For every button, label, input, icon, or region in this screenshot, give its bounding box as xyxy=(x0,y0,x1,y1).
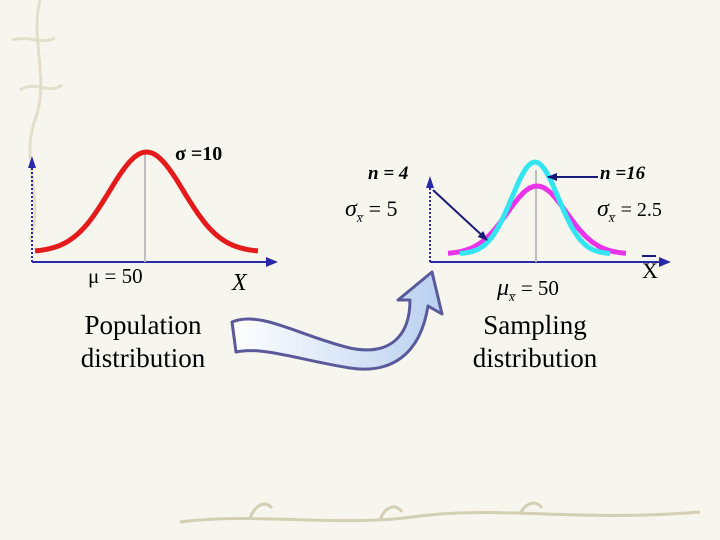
mu-x-bar-subscript: x̅ xyxy=(509,288,515,304)
n16-curve xyxy=(459,159,611,256)
n4-label: n = 4 xyxy=(368,163,409,184)
sampling-y-axis-arrowhead xyxy=(426,176,434,188)
population-caption: Population distribution xyxy=(62,309,224,375)
sigma-n16-subscript: x̅ xyxy=(608,209,615,225)
population-caption-line2: distribution xyxy=(80,343,206,373)
sigma-n4-symbol: σ xyxy=(345,196,357,222)
mu-x-bar-symbol: μ xyxy=(497,275,510,301)
sampling-caption-line2: distribution xyxy=(472,343,598,373)
n4-pointer-arrow xyxy=(432,189,488,241)
sampling-caption-line1: Sampling xyxy=(483,310,587,340)
population-mu-label: μ = 50 xyxy=(88,264,143,288)
population-caption-line1: Population xyxy=(84,310,202,340)
n4-curve xyxy=(447,183,627,256)
sampling-chart xyxy=(426,159,671,267)
sigma-n16-symbol: σ xyxy=(597,196,609,222)
population-chart xyxy=(28,149,278,267)
sampling-x-axis-arrowhead xyxy=(659,257,671,267)
population-sigma-label: σ =10 xyxy=(175,143,223,165)
sigma-n4-value: = 5 xyxy=(368,196,398,221)
decorative-vine-left xyxy=(11,0,63,241)
population-y-axis-arrowhead xyxy=(28,156,36,168)
population-x-axis-label: X xyxy=(232,270,247,296)
population-x-axis-arrowhead xyxy=(266,257,278,267)
decorative-vine-bottom xyxy=(179,501,701,524)
sampling-x-axis-label: X xyxy=(642,258,658,283)
sampling-caption: Sampling distribution xyxy=(455,309,615,375)
transition-arrow xyxy=(230,270,444,371)
population-curve xyxy=(34,149,259,254)
sigma-n16-formula: σx̅ = 2.5 xyxy=(597,196,662,226)
sigma-n16-value: = 2.5 xyxy=(620,199,662,221)
mu-x-bar-formula: μx̅ = 50 xyxy=(497,275,559,305)
sigma-n4-formula: σx̅ = 5 xyxy=(345,196,398,226)
mu-x-bar-value: = 50 xyxy=(520,276,559,300)
sigma-n4-subscript: x̅ xyxy=(356,209,363,225)
n16-label: n =16 xyxy=(600,163,646,184)
